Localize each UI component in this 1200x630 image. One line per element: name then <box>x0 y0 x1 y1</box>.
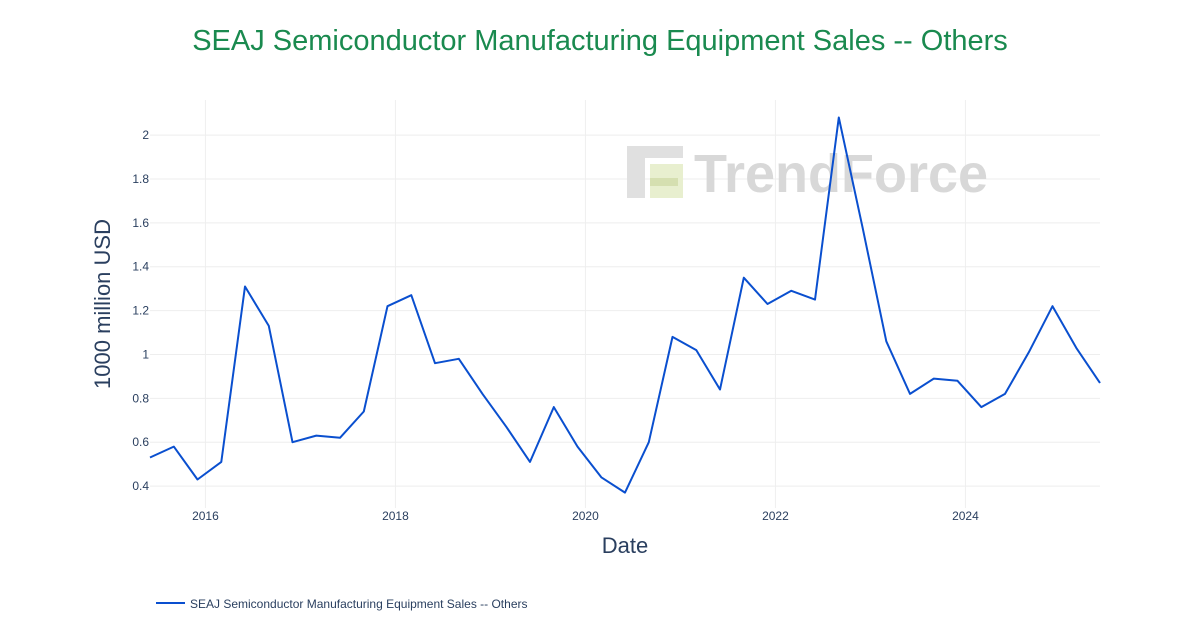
y-tick-label: 1.6 <box>132 216 149 230</box>
y-axis-title: 1000 million USD <box>90 219 115 389</box>
x-axis: 2016 2018 2020 2022 2024 <box>192 509 979 523</box>
y-tick-label: 0.4 <box>132 479 149 493</box>
grid <box>150 100 1100 508</box>
series-layer <box>149 116 1101 494</box>
x-tick-label: 2022 <box>762 509 789 523</box>
x-tick-label: 2024 <box>952 509 979 523</box>
watermark-text: TrendForce <box>694 144 988 204</box>
y-tick-label: 1.8 <box>132 172 149 186</box>
y-axis: 0.4 0.6 0.8 1 1.2 1.4 1.6 1.8 2 <box>132 128 149 493</box>
y-tick-label: 2 <box>142 128 149 142</box>
x-tick-label: 2018 <box>382 509 409 523</box>
legend-item-label: SEAJ Semiconductor Manufacturing Equipme… <box>190 597 528 611</box>
trendforce-logo-icon <box>627 146 683 198</box>
y-tick-label: 0.8 <box>132 391 149 405</box>
y-tick-label: 1.2 <box>132 304 149 318</box>
x-tick-label: 2016 <box>192 509 219 523</box>
x-axis-title: Date <box>602 533 648 558</box>
y-tick-label: 1 <box>142 347 149 361</box>
y-tick-label: 1.4 <box>132 260 149 274</box>
trendforce-watermark: TrendForce <box>627 144 988 204</box>
series-line[interactable] <box>149 116 1101 494</box>
legend[interactable]: SEAJ Semiconductor Manufacturing Equipme… <box>156 597 528 611</box>
y-tick-label: 0.6 <box>132 435 149 449</box>
chart-title: SEAJ Semiconductor Manufacturing Equipme… <box>192 25 1008 57</box>
x-tick-label: 2020 <box>572 509 599 523</box>
